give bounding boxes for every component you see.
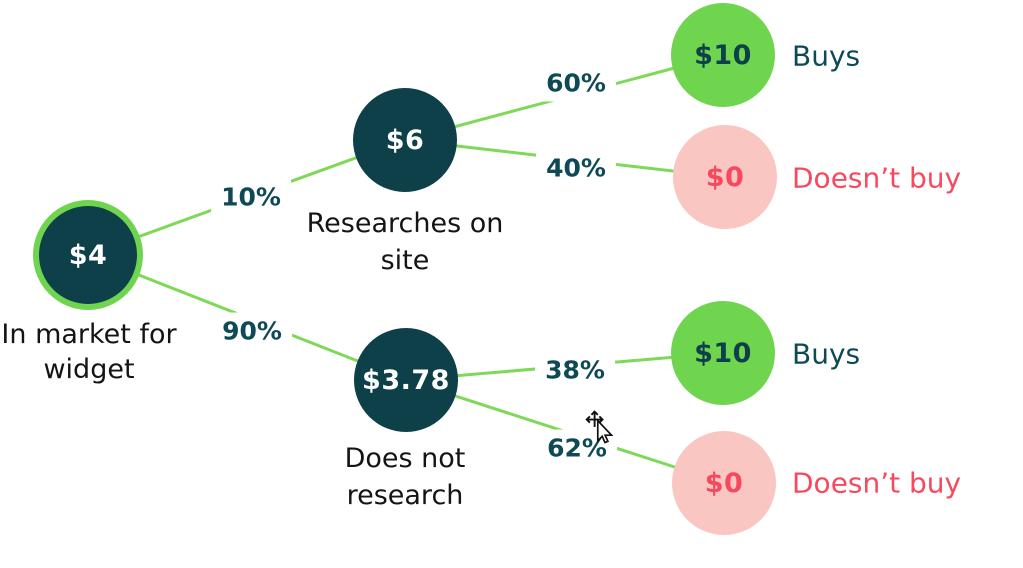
node-buy-top-value[interactable]: $10: [671, 3, 775, 107]
buy-label-top: Buys: [792, 39, 861, 73]
researches-node-label: Researches on site: [306, 208, 504, 276]
node-doesnt-buy-top-value[interactable]: $0: [673, 125, 777, 229]
node-no-research-value[interactable]: $3.78: [354, 328, 458, 432]
doesnt-buy-label-bottom: Doesn’t buy: [792, 466, 962, 500]
probability-label-60: 60%: [536, 64, 616, 102]
no-research-node-label: Does not research: [344, 443, 466, 511]
probability-label-38: 38%: [535, 351, 615, 389]
probability-label-62: 62%: [537, 429, 617, 467]
probability-label-40: 40%: [536, 149, 616, 187]
doesnt-buy-label-top: Doesn’t buy: [792, 161, 962, 195]
node-buy-bottom-value[interactable]: $10: [671, 301, 775, 405]
buy-label-bottom: Buys: [792, 337, 861, 371]
root-node-label: In market for widget: [1, 319, 177, 385]
probability-label-10: 10%: [211, 178, 291, 216]
node-researches-value[interactable]: $6: [353, 88, 457, 192]
node-doesnt-buy-bottom-value[interactable]: $0: [672, 431, 776, 535]
probability-label-90: 90%: [212, 312, 292, 350]
node-root-value[interactable]: $4: [33, 200, 143, 310]
